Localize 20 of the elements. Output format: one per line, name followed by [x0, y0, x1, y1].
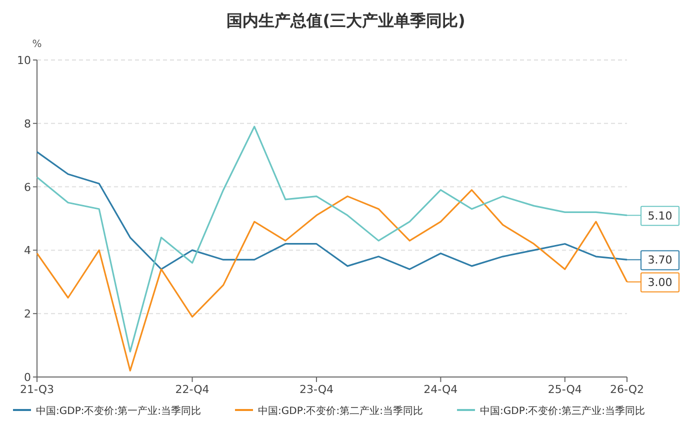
y-tick-label: 2 — [24, 308, 31, 321]
legend-label: 中国:GDP:不变价:第二产业:当季同比 — [258, 405, 423, 417]
x-tick-label: 24-Q4 — [424, 383, 458, 396]
y-tick-label: 0 — [24, 371, 31, 384]
legend-label: 中国:GDP:不变价:第一产业:当季同比 — [36, 405, 201, 417]
y-axis-title: % — [32, 39, 42, 50]
chart-title: 国内生产总值(三大产业单季同比) — [226, 11, 466, 30]
y-tick-label: 4 — [24, 244, 31, 258]
x-tick-label: 25-Q4 — [548, 383, 582, 396]
y-tick-label: 6 — [24, 180, 31, 194]
data-label: 3.70 — [648, 254, 672, 267]
x-tick-label: 23-Q4 — [299, 383, 334, 396]
x-tick-label: 21-Q3 — [20, 383, 54, 396]
y-tick-label: 10 — [17, 54, 31, 67]
data-label: 3.00 — [648, 276, 672, 289]
x-tick-label: 26-Q2 — [610, 383, 644, 396]
x-tick-label: 22-Q4 — [175, 383, 210, 396]
data-label: 5.10 — [648, 209, 672, 222]
legend-label: 中国:GDP:不变价:第三产业:当季同比 — [480, 405, 645, 417]
y-tick-label: 8 — [24, 117, 31, 130]
